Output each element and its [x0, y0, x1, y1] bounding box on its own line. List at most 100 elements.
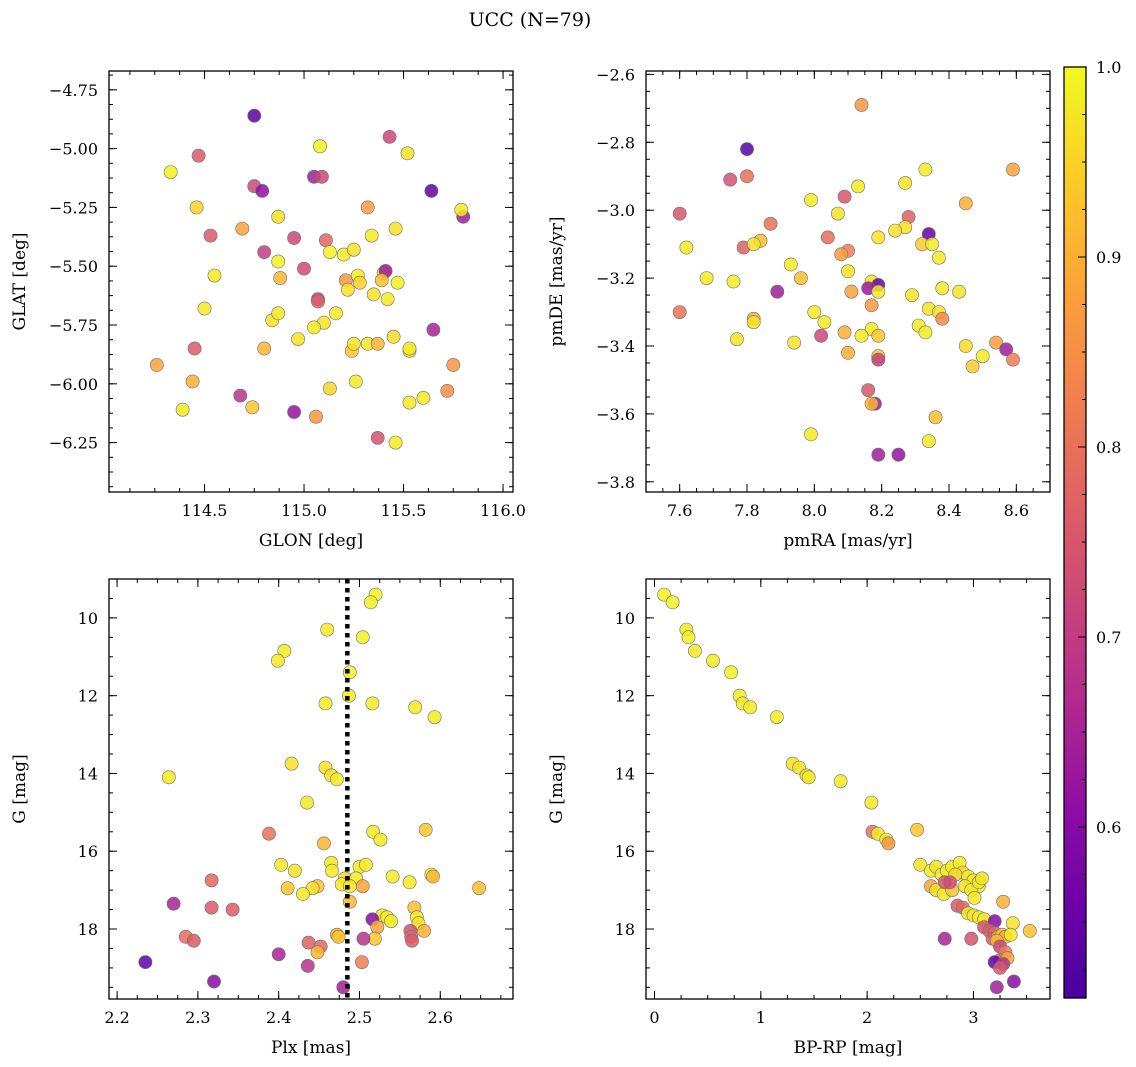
data-point	[417, 924, 431, 938]
data-point	[794, 271, 808, 285]
data-point	[837, 189, 852, 204]
data-point	[921, 434, 936, 448]
y-tick-label: −2.8	[596, 133, 635, 152]
data-point	[746, 237, 761, 252]
data-point	[723, 172, 738, 187]
x-tick-label: 8.4	[936, 501, 961, 520]
data-point	[318, 696, 333, 711]
data-point	[271, 947, 286, 962]
data-point	[724, 665, 738, 680]
data-point	[247, 108, 262, 123]
data-point	[295, 887, 310, 901]
data-point	[913, 857, 928, 872]
data-point	[864, 795, 879, 810]
data-point	[291, 332, 305, 346]
data-point	[898, 176, 913, 190]
data-point	[446, 358, 461, 372]
data-point	[382, 129, 397, 144]
data-point	[384, 914, 398, 929]
data-point	[763, 216, 778, 231]
data-point	[424, 183, 439, 198]
data-point	[1022, 924, 1037, 938]
data-point	[804, 427, 818, 442]
data-point	[993, 961, 1007, 975]
y-tick-label: −5.25	[49, 198, 98, 217]
data-point	[325, 863, 339, 878]
data-point	[426, 322, 441, 337]
x-axis-label: pmRA [mas/yr]	[783, 531, 912, 551]
axes-frame	[108, 578, 514, 1000]
x-axis-label: GLON [deg]	[259, 531, 363, 551]
colorbar-gradient	[1063, 66, 1087, 999]
y-axis-label: GLAT [deg]	[10, 232, 30, 330]
data-point	[416, 390, 431, 405]
data-point	[783, 257, 798, 272]
data-point	[186, 933, 201, 948]
data-point	[740, 142, 754, 156]
data-point	[287, 405, 301, 419]
y-tick-label: −5.75	[49, 316, 98, 335]
data-point	[225, 902, 240, 917]
data-point	[310, 945, 325, 960]
data-point	[952, 284, 966, 299]
data-point	[203, 228, 218, 243]
plot-area	[109, 579, 513, 999]
x-tick-label: 114.5	[182, 501, 228, 520]
data-point	[854, 98, 869, 112]
data-point	[1007, 974, 1021, 989]
data-point	[871, 284, 886, 299]
data-point	[385, 869, 400, 884]
data-point	[366, 287, 381, 302]
data-point	[386, 329, 401, 344]
data-point	[166, 896, 181, 911]
colorbar-tick-label: 0.8	[1096, 438, 1121, 457]
data-point	[888, 223, 902, 238]
data-point	[138, 955, 153, 969]
data-point	[402, 875, 417, 890]
figure-title: UCC (N=79)	[469, 9, 592, 31]
y-tick-label: −3.0	[596, 201, 635, 220]
data-point	[871, 230, 886, 245]
panel-pmra-pmde: 7.6 7.8 8.0 8.2 8.4 8.6 −2.6 −2.8 −3.0 −3.2 −3.4 −3…	[547, 65, 1051, 551]
data-point	[958, 339, 973, 353]
y-tick-label: −4.75	[49, 81, 98, 100]
data-point	[1003, 927, 1018, 942]
data-point	[322, 381, 337, 396]
data-point	[996, 894, 1011, 909]
data-point	[287, 231, 301, 245]
colorbar-tick-label: 1.0	[1096, 58, 1121, 77]
data-point	[807, 305, 822, 319]
data-point	[175, 402, 190, 417]
data-point	[204, 873, 219, 888]
data-point	[274, 857, 288, 872]
data-point	[149, 358, 164, 372]
data-point	[284, 756, 299, 771]
x-tick-label: 0	[649, 1008, 659, 1027]
data-point	[388, 221, 403, 236]
axes-frame	[108, 70, 514, 493]
data-point	[967, 891, 982, 905]
data-point	[740, 169, 754, 184]
data-point	[699, 271, 714, 285]
data-point	[390, 275, 405, 290]
data-point	[356, 931, 371, 946]
data-point	[844, 284, 859, 299]
axes-frame	[645, 70, 1051, 493]
data-point	[679, 240, 694, 255]
data-point	[300, 795, 314, 810]
x-axis-label: BP-RP [mag]	[794, 1038, 903, 1058]
x-tick-label: 2	[862, 1008, 872, 1027]
x-tick-label: 116.0	[480, 501, 526, 520]
data-point	[355, 630, 370, 645]
data-point	[365, 696, 380, 711]
colorbar: 0.6 0.7 0.8 0.9 1.0	[1063, 58, 1121, 999]
data-point	[975, 349, 990, 364]
x-tick-label: 7.6	[667, 501, 692, 520]
data-point	[352, 275, 367, 290]
data-point	[370, 430, 385, 445]
data-point	[364, 228, 379, 243]
data-point	[964, 931, 979, 946]
plot-area	[646, 71, 1050, 492]
data-point	[787, 335, 801, 350]
data-point	[187, 341, 202, 356]
